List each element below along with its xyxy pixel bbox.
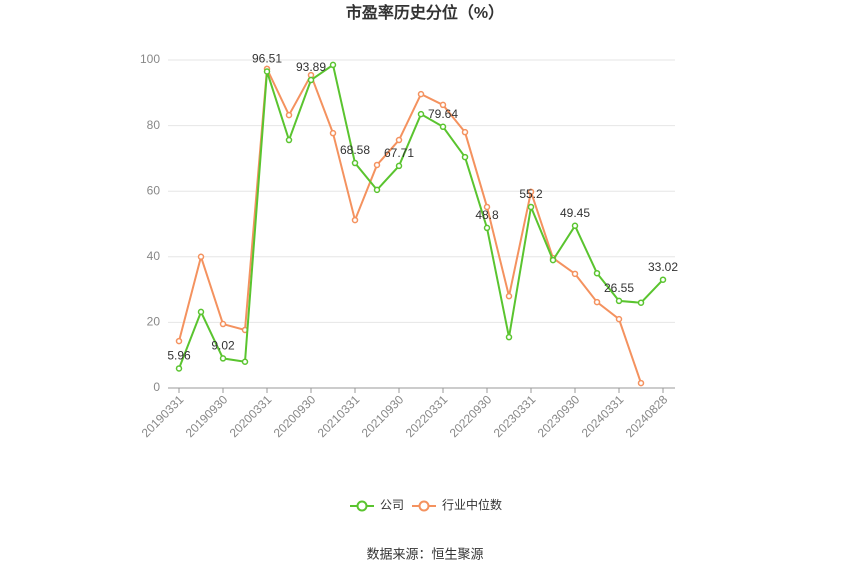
legend-marker <box>418 500 430 512</box>
x-tick-label: 20210331 <box>315 392 363 440</box>
source: 数据来源：恒生聚源 <box>366 546 483 561</box>
x-tick-label: 20220930 <box>447 392 495 440</box>
x-tick-label: 20200331 <box>227 392 275 440</box>
point <box>461 153 469 161</box>
point <box>571 270 579 278</box>
y-tick-label: 0 <box>153 380 160 394</box>
y-tick-label: 60 <box>147 183 161 197</box>
point <box>219 355 227 362</box>
x-tick-label: 20240828 <box>623 392 671 440</box>
data-label: 33.02 <box>648 260 678 274</box>
x-tick-label: 20200930 <box>271 392 319 440</box>
data-label: 68.58 <box>340 143 370 157</box>
chart-title: 市盈率历史分位（%） <box>346 3 504 22</box>
data-label: 5.96 <box>167 349 191 363</box>
data-label: 67.71 <box>384 146 414 160</box>
data-label: 96.51 <box>252 52 282 66</box>
legend-marker <box>356 500 368 512</box>
point <box>175 337 183 345</box>
point <box>285 111 293 119</box>
y-tick-label: 40 <box>147 249 161 263</box>
data-label: 79.64 <box>428 107 458 121</box>
point <box>395 162 403 170</box>
point <box>197 308 205 316</box>
point <box>241 358 249 366</box>
point <box>263 68 271 75</box>
x-tick-label: 20240331 <box>579 392 627 440</box>
data-label: 55.2 <box>519 187 543 201</box>
point <box>417 90 425 98</box>
point <box>197 253 205 261</box>
point <box>527 203 535 211</box>
point <box>461 128 469 136</box>
x-tick-label: 20220331 <box>403 392 451 440</box>
point <box>483 224 491 232</box>
point <box>439 123 447 131</box>
data-label: 93.89 <box>296 60 326 74</box>
point <box>637 299 645 306</box>
point <box>659 276 667 283</box>
point <box>593 298 601 306</box>
y-tick-label: 20 <box>147 315 161 329</box>
point <box>329 61 337 69</box>
point <box>615 297 623 305</box>
x-tick-label: 20190331 <box>139 392 187 440</box>
data-label: 48.8 <box>475 208 499 222</box>
series-line <box>178 63 664 369</box>
legend-label: 行业中位数 <box>442 497 502 512</box>
point <box>527 188 535 196</box>
point <box>571 222 579 230</box>
point <box>351 159 359 167</box>
point <box>593 269 601 277</box>
point <box>373 161 381 169</box>
series-line <box>178 65 642 384</box>
data-label: 9.02 <box>211 339 235 353</box>
point <box>615 315 623 323</box>
point <box>329 129 337 137</box>
x-tick-label: 20190930 <box>183 392 231 440</box>
point <box>417 110 425 118</box>
point <box>219 320 227 328</box>
y-tick-label: 100 <box>140 52 160 66</box>
point <box>637 379 645 387</box>
y-tick-label: 80 <box>147 118 161 132</box>
point <box>351 216 359 224</box>
point <box>395 136 403 144</box>
x-tick-label: 20230930 <box>535 392 583 440</box>
data-label: 49.45 <box>560 206 590 220</box>
x-tick-label: 20210930 <box>359 392 407 440</box>
point <box>549 256 557 264</box>
point <box>439 101 447 109</box>
x-tick-label: 20230331 <box>491 392 539 440</box>
point <box>307 76 315 84</box>
point <box>175 365 183 372</box>
legend-label: 公司 <box>380 498 404 512</box>
point <box>285 136 293 144</box>
data-label: 26.55 <box>604 281 634 295</box>
point <box>373 186 381 194</box>
point <box>505 292 513 300</box>
point <box>505 333 513 341</box>
point <box>483 203 491 211</box>
